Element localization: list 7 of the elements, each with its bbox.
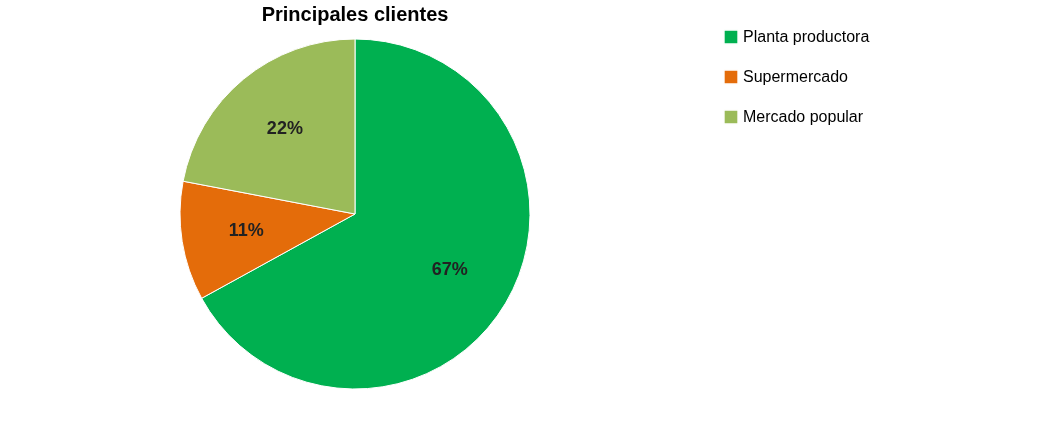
legend-label: Planta productora: [743, 28, 870, 45]
legend-label: Supermercado: [743, 68, 849, 85]
data-label: 11%: [228, 220, 264, 241]
data-label: 67%: [431, 258, 468, 279]
chart-title: Principales clientes: [261, 3, 449, 25]
legend-label: Mercado popular: [743, 108, 864, 125]
data-label: 22%: [266, 118, 303, 139]
